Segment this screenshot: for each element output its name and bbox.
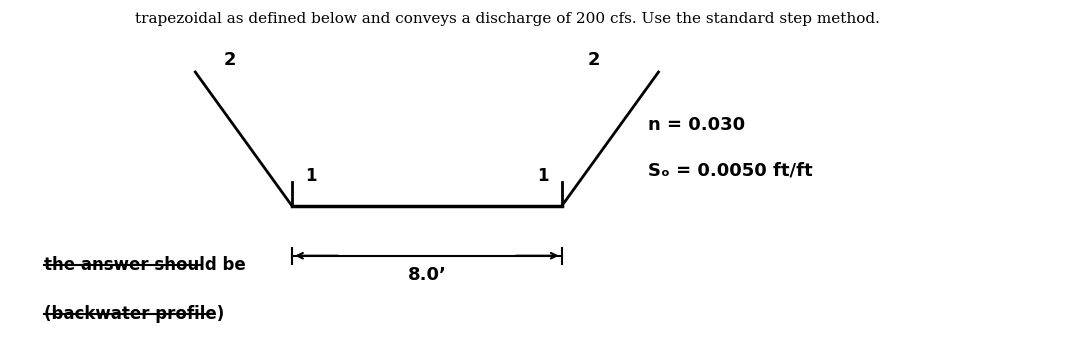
Text: 2: 2 xyxy=(588,51,600,68)
Text: trapezoidal as defined below and conveys a discharge of 200 cfs. Use the standar: trapezoidal as defined below and conveys… xyxy=(135,12,880,26)
Text: 2: 2 xyxy=(224,51,237,68)
Text: 1: 1 xyxy=(306,167,316,185)
Text: Sₒ = 0.0050 ft/ft: Sₒ = 0.0050 ft/ft xyxy=(648,162,812,180)
Text: n = 0.030: n = 0.030 xyxy=(648,116,745,134)
Text: (backwater profile): (backwater profile) xyxy=(44,305,225,323)
Text: the answer should be: the answer should be xyxy=(44,256,246,274)
Text: 8.0’: 8.0’ xyxy=(407,266,446,284)
Text: 1: 1 xyxy=(537,167,549,185)
